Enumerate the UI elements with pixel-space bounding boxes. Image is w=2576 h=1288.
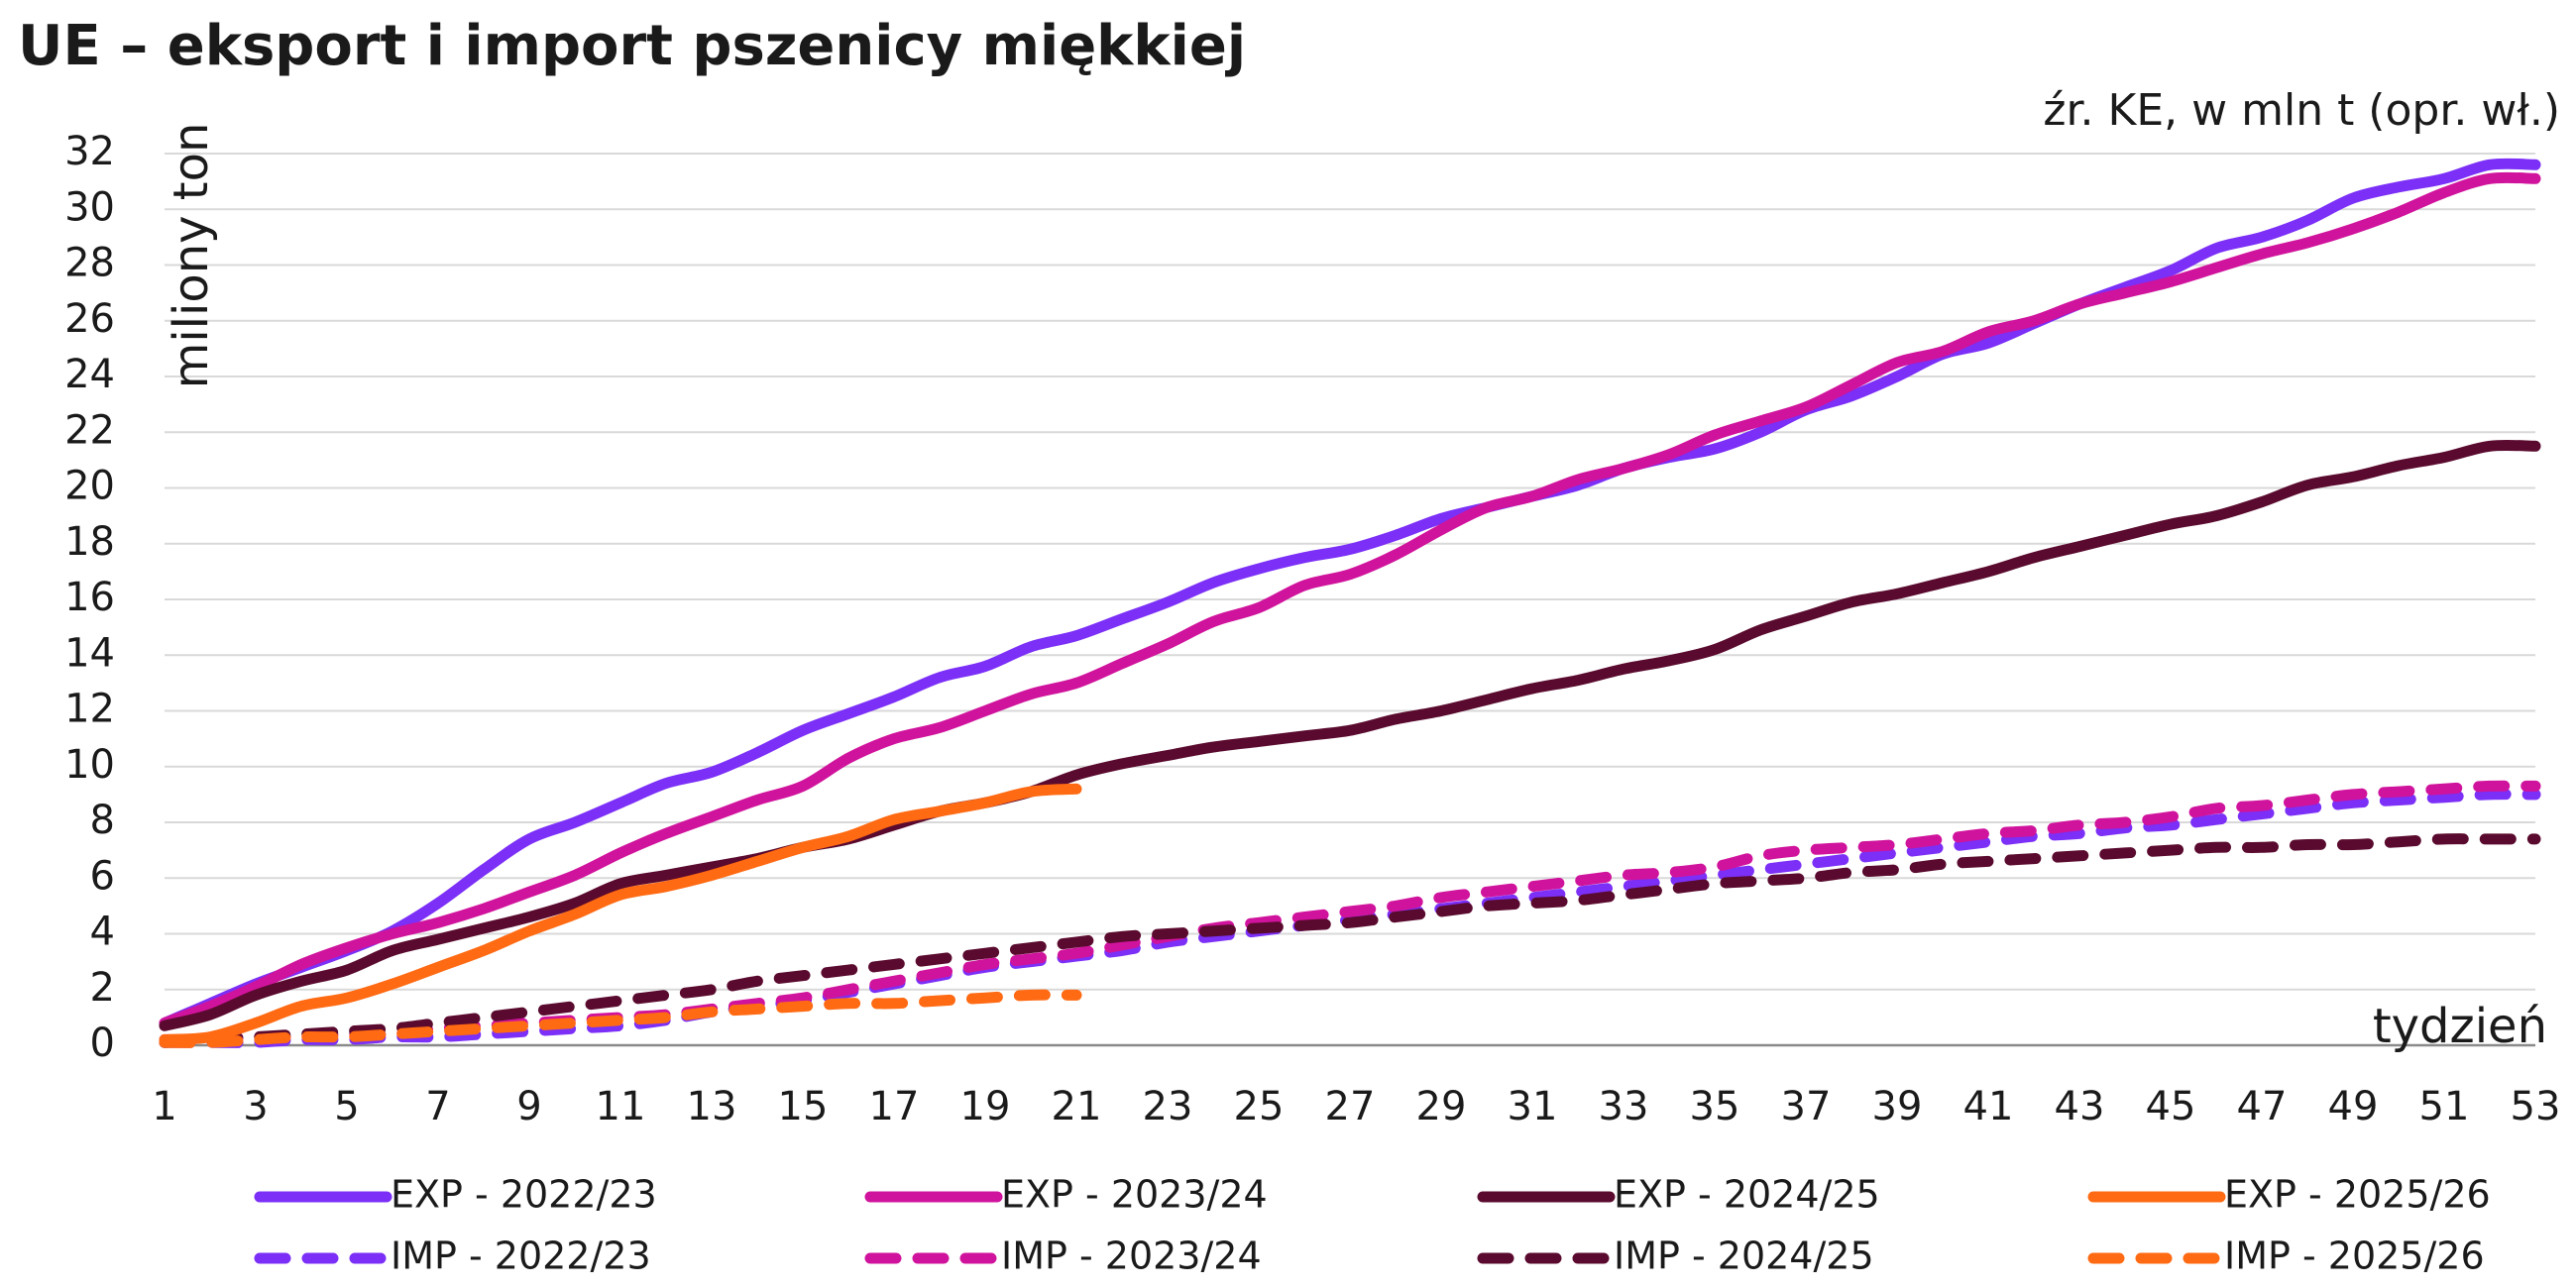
series-line-exp-2024-25 (159, 439, 2541, 1031)
series-line-exp-2025-26 (159, 783, 1082, 1045)
x-tick-label: 13 (687, 1084, 737, 1129)
x-tick-label: 29 (1416, 1084, 1467, 1129)
y-tick-label: 30 (64, 184, 115, 230)
x-tick-label: 45 (2146, 1084, 2196, 1129)
series-line-imp-2024-25 (159, 833, 2541, 1048)
legend-label: IMP - 2024/25 (1614, 1234, 1874, 1278)
x-tick-label: 37 (1781, 1084, 1832, 1129)
y-tick-label: 14 (64, 630, 115, 676)
y-tick-label: 16 (64, 575, 115, 620)
x-tick-label: 31 (1508, 1084, 1558, 1129)
y-tick-label: 12 (64, 687, 115, 732)
y-tick-label: 20 (64, 464, 115, 509)
series-lines (159, 158, 2541, 1048)
legend-label: EXP - 2024/25 (1614, 1173, 1880, 1217)
y-tick-label: 24 (64, 352, 115, 397)
y-tick-label: 28 (64, 241, 115, 286)
x-tick-label: 5 (334, 1084, 359, 1129)
legend-label: IMP - 2025/26 (2224, 1234, 2485, 1278)
x-tick-label: 17 (869, 1084, 920, 1129)
legend-label: EXP - 2022/23 (391, 1173, 657, 1217)
series-line-exp-2023-24 (159, 171, 2541, 1028)
legend-label: EXP - 2023/24 (1001, 1173, 1268, 1217)
y-tick-label: 22 (64, 407, 115, 453)
y-tick-label: 6 (90, 853, 115, 899)
x-tick-label: 41 (1963, 1084, 2014, 1129)
x-tick-label: 39 (1872, 1084, 1923, 1129)
legend-label: IMP - 2023/24 (1001, 1234, 1262, 1278)
legend: EXP - 2022/23 EXP - 2023/24 EXP - 2024/25 E… (254, 1173, 2491, 1278)
x-tick-label: 9 (516, 1084, 541, 1129)
x-tick-label: 25 (1234, 1084, 1285, 1129)
series-line-exp-2022-23 (159, 158, 2541, 1028)
y-tick-label: 10 (64, 742, 115, 788)
x-tick-label: 53 (2511, 1084, 2561, 1129)
x-tick-label: 7 (425, 1084, 450, 1129)
x-tick-label: 21 (1052, 1084, 1102, 1129)
y-tick-label: 18 (64, 519, 115, 565)
x-axis-ticks: 1 3 5 7 9 11 13 15 17 19 21 23 25 27 29 31 33 35 37 39 41 43 4… (152, 1084, 2560, 1129)
y-tick-label: 8 (90, 798, 115, 843)
x-tick-label: 1 (152, 1084, 176, 1129)
chart-title: UE – eksport i import pszenicy miękkiej (18, 14, 1247, 78)
x-tick-label: 27 (1325, 1084, 1376, 1129)
x-tick-label: 3 (243, 1084, 268, 1129)
x-axis-title: tydzień (2373, 999, 2547, 1054)
source-note: źr. KE, w mln t (opr. wł.) (2043, 85, 2560, 136)
x-tick-label: 11 (596, 1084, 646, 1129)
legend-label: IMP - 2022/23 (391, 1234, 651, 1278)
x-tick-label: 19 (960, 1084, 1011, 1129)
x-tick-label: 47 (2237, 1084, 2288, 1129)
x-tick-label: 49 (2328, 1084, 2379, 1129)
legend-label: EXP - 2025/26 (2224, 1173, 2491, 1217)
y-axis-title: miliony ton (164, 123, 219, 389)
y-tick-label: 26 (64, 296, 115, 342)
x-tick-label: 15 (778, 1084, 829, 1129)
y-tick-label: 0 (90, 1020, 115, 1066)
x-tick-label: 51 (2419, 1084, 2470, 1129)
x-tick-label: 33 (1599, 1084, 1649, 1129)
series-line-imp-2025-26 (159, 989, 1082, 1048)
x-tick-label: 35 (1690, 1084, 1740, 1129)
y-tick-label: 2 (90, 965, 115, 1011)
y-tick-label: 4 (90, 910, 115, 955)
y-tick-label: 32 (64, 129, 115, 174)
x-tick-label: 43 (2055, 1084, 2105, 1129)
x-tick-label: 23 (1143, 1084, 1193, 1129)
